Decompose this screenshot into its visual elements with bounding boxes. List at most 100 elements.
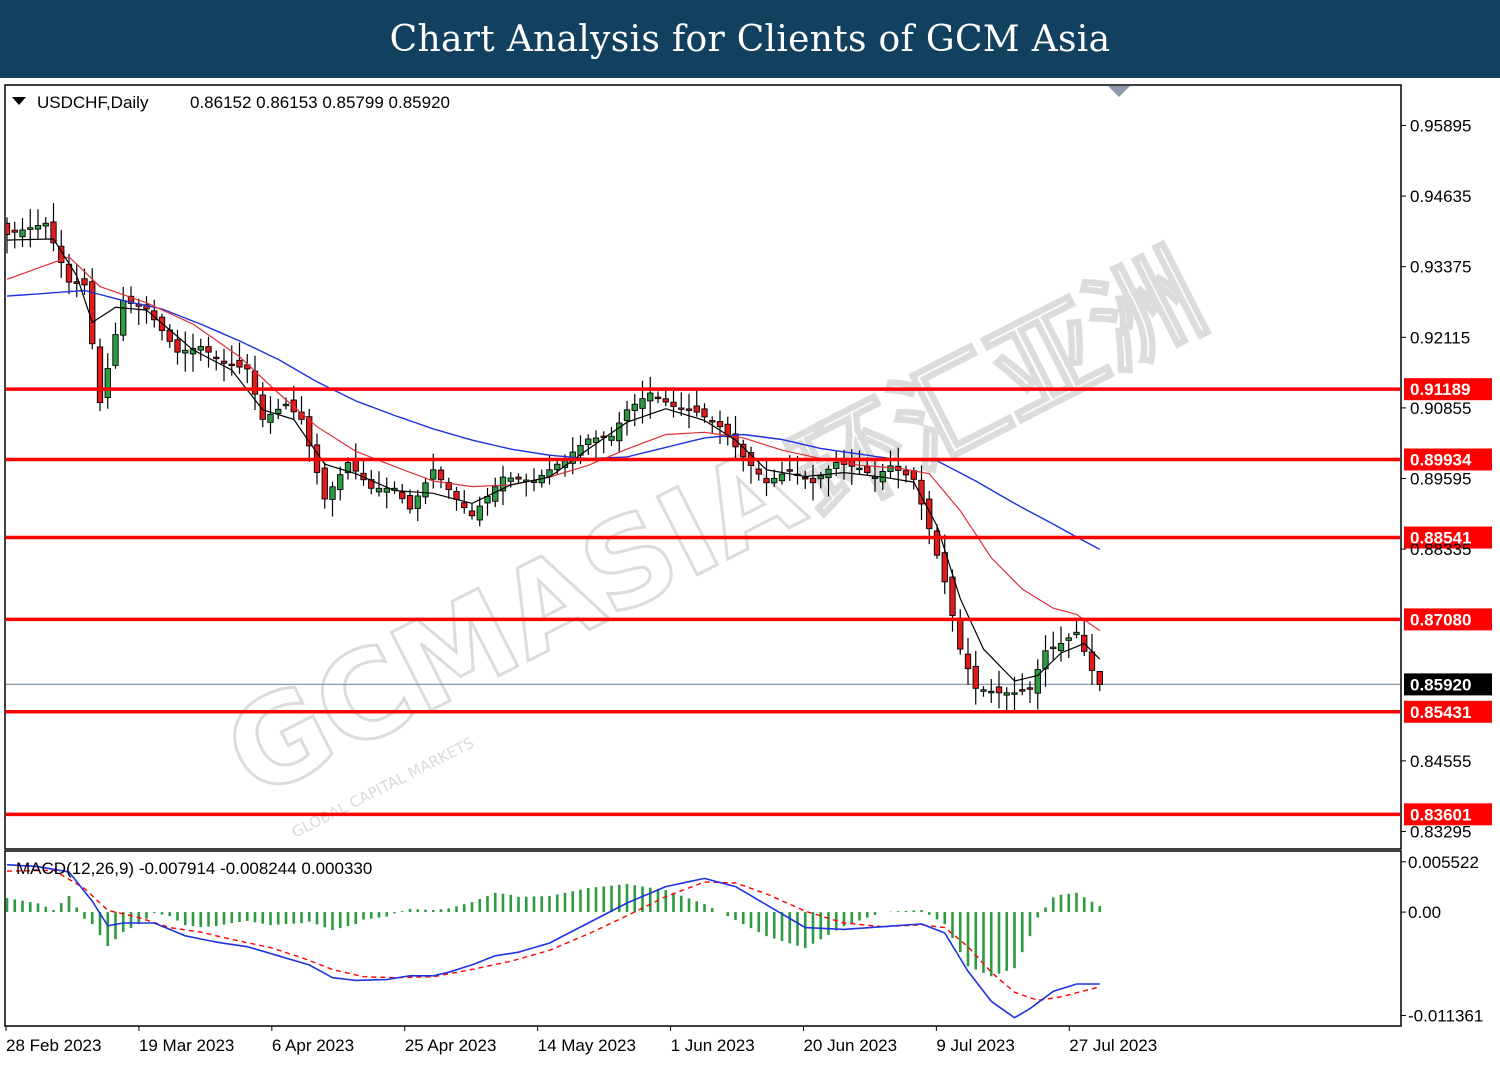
bear-candle-body [174, 339, 181, 353]
bear-candle-body [995, 686, 1003, 694]
candle [321, 462, 328, 509]
candle [933, 524, 941, 559]
time-axis-tick-label: 9 Jul 2023 [936, 1036, 1014, 1055]
time-axis-tick-label: 14 May 2023 [538, 1036, 636, 1055]
candle [608, 426, 615, 446]
candle [182, 331, 189, 372]
bull-candle-body [980, 689, 987, 692]
candle [96, 338, 104, 412]
candle [205, 336, 212, 368]
candle [871, 458, 879, 493]
candle [724, 416, 731, 446]
candle [670, 387, 677, 418]
bear-candle-body [957, 618, 964, 650]
candle [275, 398, 282, 420]
bear-candle-body [716, 421, 724, 428]
bear-candle-body [709, 420, 716, 423]
macd-main-line [6, 863, 1100, 1019]
fast-moving-average-line [6, 238, 1101, 682]
level-price-badge [1404, 526, 1492, 549]
candle [368, 469, 375, 495]
banner: Chart Analysis for Clients of GCM Asia [0, 0, 1500, 78]
candle [42, 217, 49, 240]
price-pane[interactable] [4, 84, 1402, 850]
bear-candle-body [1096, 670, 1103, 685]
time-axis-tick-label: 6 Apr 2023 [272, 1036, 354, 1055]
bull-candle-body [647, 392, 654, 402]
candle [709, 416, 716, 433]
price-axis-tick-label: 0.84555 [1410, 752, 1471, 771]
bull-candle-body [1003, 692, 1010, 696]
candle [647, 376, 654, 419]
level-price-label: 0.87080 [1410, 610, 1471, 629]
bull-candle-body [344, 462, 352, 474]
bear-candle-body [926, 498, 933, 530]
candle [1003, 687, 1010, 711]
candle [197, 338, 204, 361]
price-axis-tick-label: 0.83295 [1410, 822, 1471, 841]
price-series-layer [6, 203, 1400, 711]
level-price-label: 0.85431 [1410, 703, 1471, 722]
bear-candle-body [6, 222, 11, 235]
bull-candle-body [182, 349, 189, 354]
candle [623, 400, 631, 436]
time-axis-tick-label: 27 Jul 2023 [1069, 1036, 1157, 1055]
bear-candle-body [685, 408, 693, 411]
bear-candle-body [662, 398, 669, 403]
bull-candle-body [197, 346, 204, 351]
bull-candle-body [856, 467, 863, 471]
bull-candle-body [27, 227, 34, 230]
bull-candle-body [871, 476, 879, 480]
bear-candle-body [220, 360, 228, 364]
level-price-badge [1404, 448, 1492, 471]
bull-candle-body [282, 403, 290, 407]
macd-pane[interactable] [4, 850, 1402, 1027]
bull-candle-body [771, 477, 778, 484]
bull-candle-body [608, 435, 615, 441]
candle [887, 450, 894, 479]
collapse-triangle-icon[interactable] [12, 97, 26, 105]
bull-candle-body [275, 408, 282, 415]
time-axis-tick-label: 20 Jun 2023 [803, 1036, 897, 1055]
bull-candle-body [1011, 692, 1018, 695]
candle [941, 534, 948, 595]
price-header: USDCHF,Daily 0.86152 0.86153 0.85799 0.8… [12, 93, 450, 112]
bull-candle-body [499, 476, 507, 492]
time-axis-tick-label: 28 Feb 2023 [6, 1036, 101, 1055]
bear-candle-body [933, 530, 941, 556]
candle [1050, 631, 1057, 661]
candle [763, 461, 770, 497]
candle [778, 461, 786, 485]
candle [1019, 673, 1026, 696]
bear-candle-body [399, 491, 406, 500]
bear-candle-body [755, 468, 762, 475]
candle [236, 342, 243, 374]
candle [771, 469, 778, 487]
time-axis-tick-label: 19 Mar 2023 [139, 1036, 234, 1055]
candle [468, 503, 476, 520]
bull-candle-body [1034, 669, 1041, 694]
candle [631, 393, 638, 427]
bear-candle-body [654, 396, 662, 400]
level-price-badge [1404, 803, 1492, 826]
bull-candle-body [375, 487, 383, 493]
candle [174, 329, 181, 365]
bear-candle-body [205, 346, 212, 353]
candle [414, 489, 421, 522]
candle [988, 679, 995, 704]
candle [1096, 670, 1103, 692]
candle [902, 465, 910, 483]
bear-candle-body [445, 482, 452, 491]
chart-canvas[interactable]: GCMASIA 环汇亚洲 GLOBAL CAPITAL MARKETS 0.91… [0, 78, 1500, 1071]
chart-shift-icon[interactable] [1108, 86, 1130, 97]
bull-candle-body [623, 409, 631, 422]
bull-candle-body [554, 463, 561, 471]
bull-candle-body [778, 473, 786, 482]
candle [6, 217, 11, 254]
bull-candle-body [616, 422, 623, 442]
bear-candle-body [321, 467, 328, 500]
bear-candle-body [1019, 689, 1026, 692]
candle [34, 209, 42, 240]
bear-candle-body [763, 478, 770, 484]
time-axis-tick-label: 1 Jun 2023 [671, 1036, 755, 1055]
